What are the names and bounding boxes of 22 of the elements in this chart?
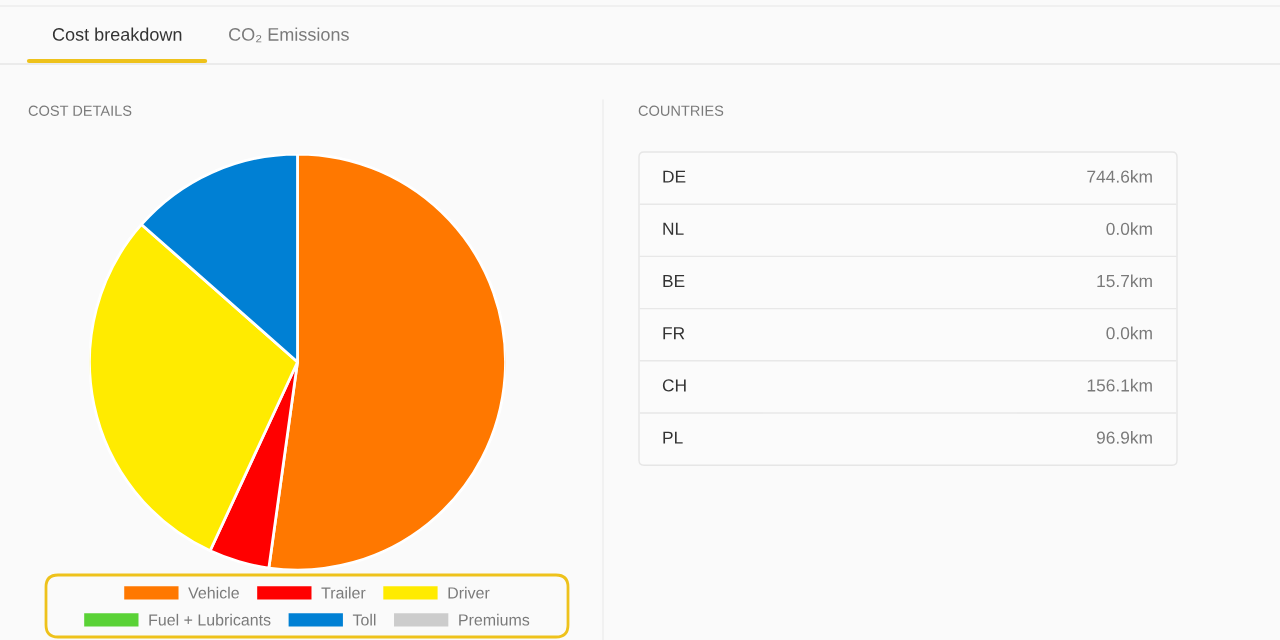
category-label: DE	[663, 170, 686, 183]
text: 96.9km	[1096, 431, 1152, 444]
chart-title: COST DETAILS	[28, 105, 132, 116]
text: 0.0km	[1106, 222, 1152, 235]
category-label: BE	[663, 275, 685, 287]
legend-label: Vehicle	[188, 586, 239, 599]
category-label: PL	[663, 431, 683, 444]
legend-label: Toll	[352, 613, 376, 626]
legend-label: Driver	[448, 586, 490, 599]
text: 744.6km	[1087, 170, 1152, 183]
category-label: NL	[663, 222, 684, 235]
legend-label: Trailer	[321, 586, 366, 599]
text: CO₂ Emissions	[229, 27, 349, 43]
text: Cost breakdown	[52, 27, 182, 41]
category-label: FR	[663, 327, 685, 340]
text: 156.1km	[1087, 378, 1152, 392]
category-label: CH	[662, 379, 686, 392]
legend-label: Premiums	[459, 613, 530, 626]
text: 0.0km	[1106, 326, 1152, 340]
text: COUNTRIES	[638, 105, 724, 116]
legend-label: Fuel + Lubricants	[149, 613, 271, 626]
text: 15.7km	[1097, 274, 1152, 288]
